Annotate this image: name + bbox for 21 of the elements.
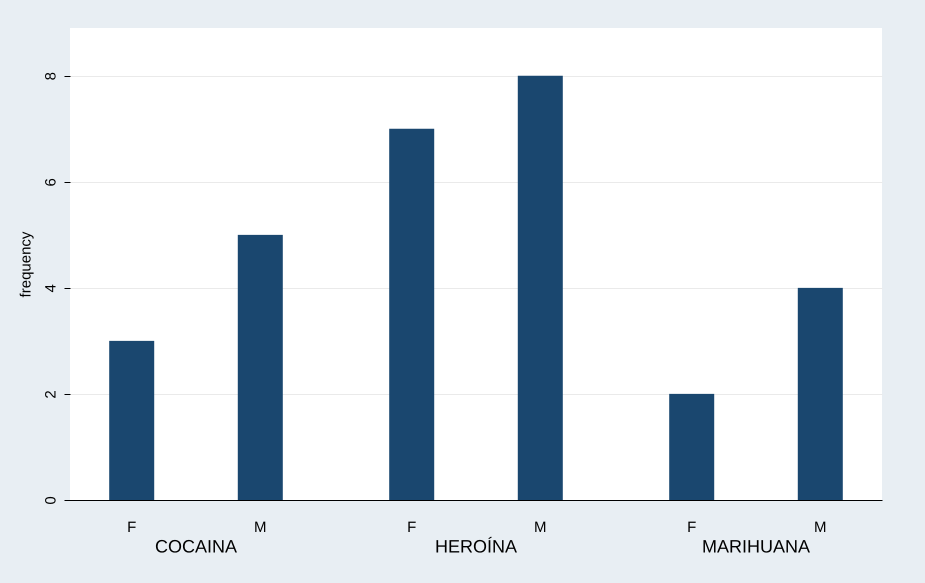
text: M (534, 519, 547, 536)
text: F (687, 519, 696, 536)
text: F (407, 519, 416, 536)
bar (109, 340, 154, 500)
y-tick-label: 0 (42, 496, 60, 505)
bar (389, 128, 434, 500)
series-label: M (254, 519, 267, 536)
x-tick-label: COCAINA (154, 536, 238, 556)
text: M (814, 519, 827, 536)
bar (518, 76, 563, 500)
y-tick-label: 2 (42, 390, 60, 399)
x-tick-label: HEROÍNA (434, 536, 518, 556)
y-axis-title: frequency (18, 231, 34, 298)
series-label: F (127, 519, 136, 536)
bar (669, 394, 714, 500)
x-tick-label: MARIHUANA (702, 536, 810, 556)
y-tick-label: 6 (42, 178, 60, 186)
bar (798, 288, 843, 500)
y-tick-label: 4 (42, 284, 60, 293)
bar (238, 234, 283, 500)
y-tick-label: 8 (42, 72, 60, 80)
